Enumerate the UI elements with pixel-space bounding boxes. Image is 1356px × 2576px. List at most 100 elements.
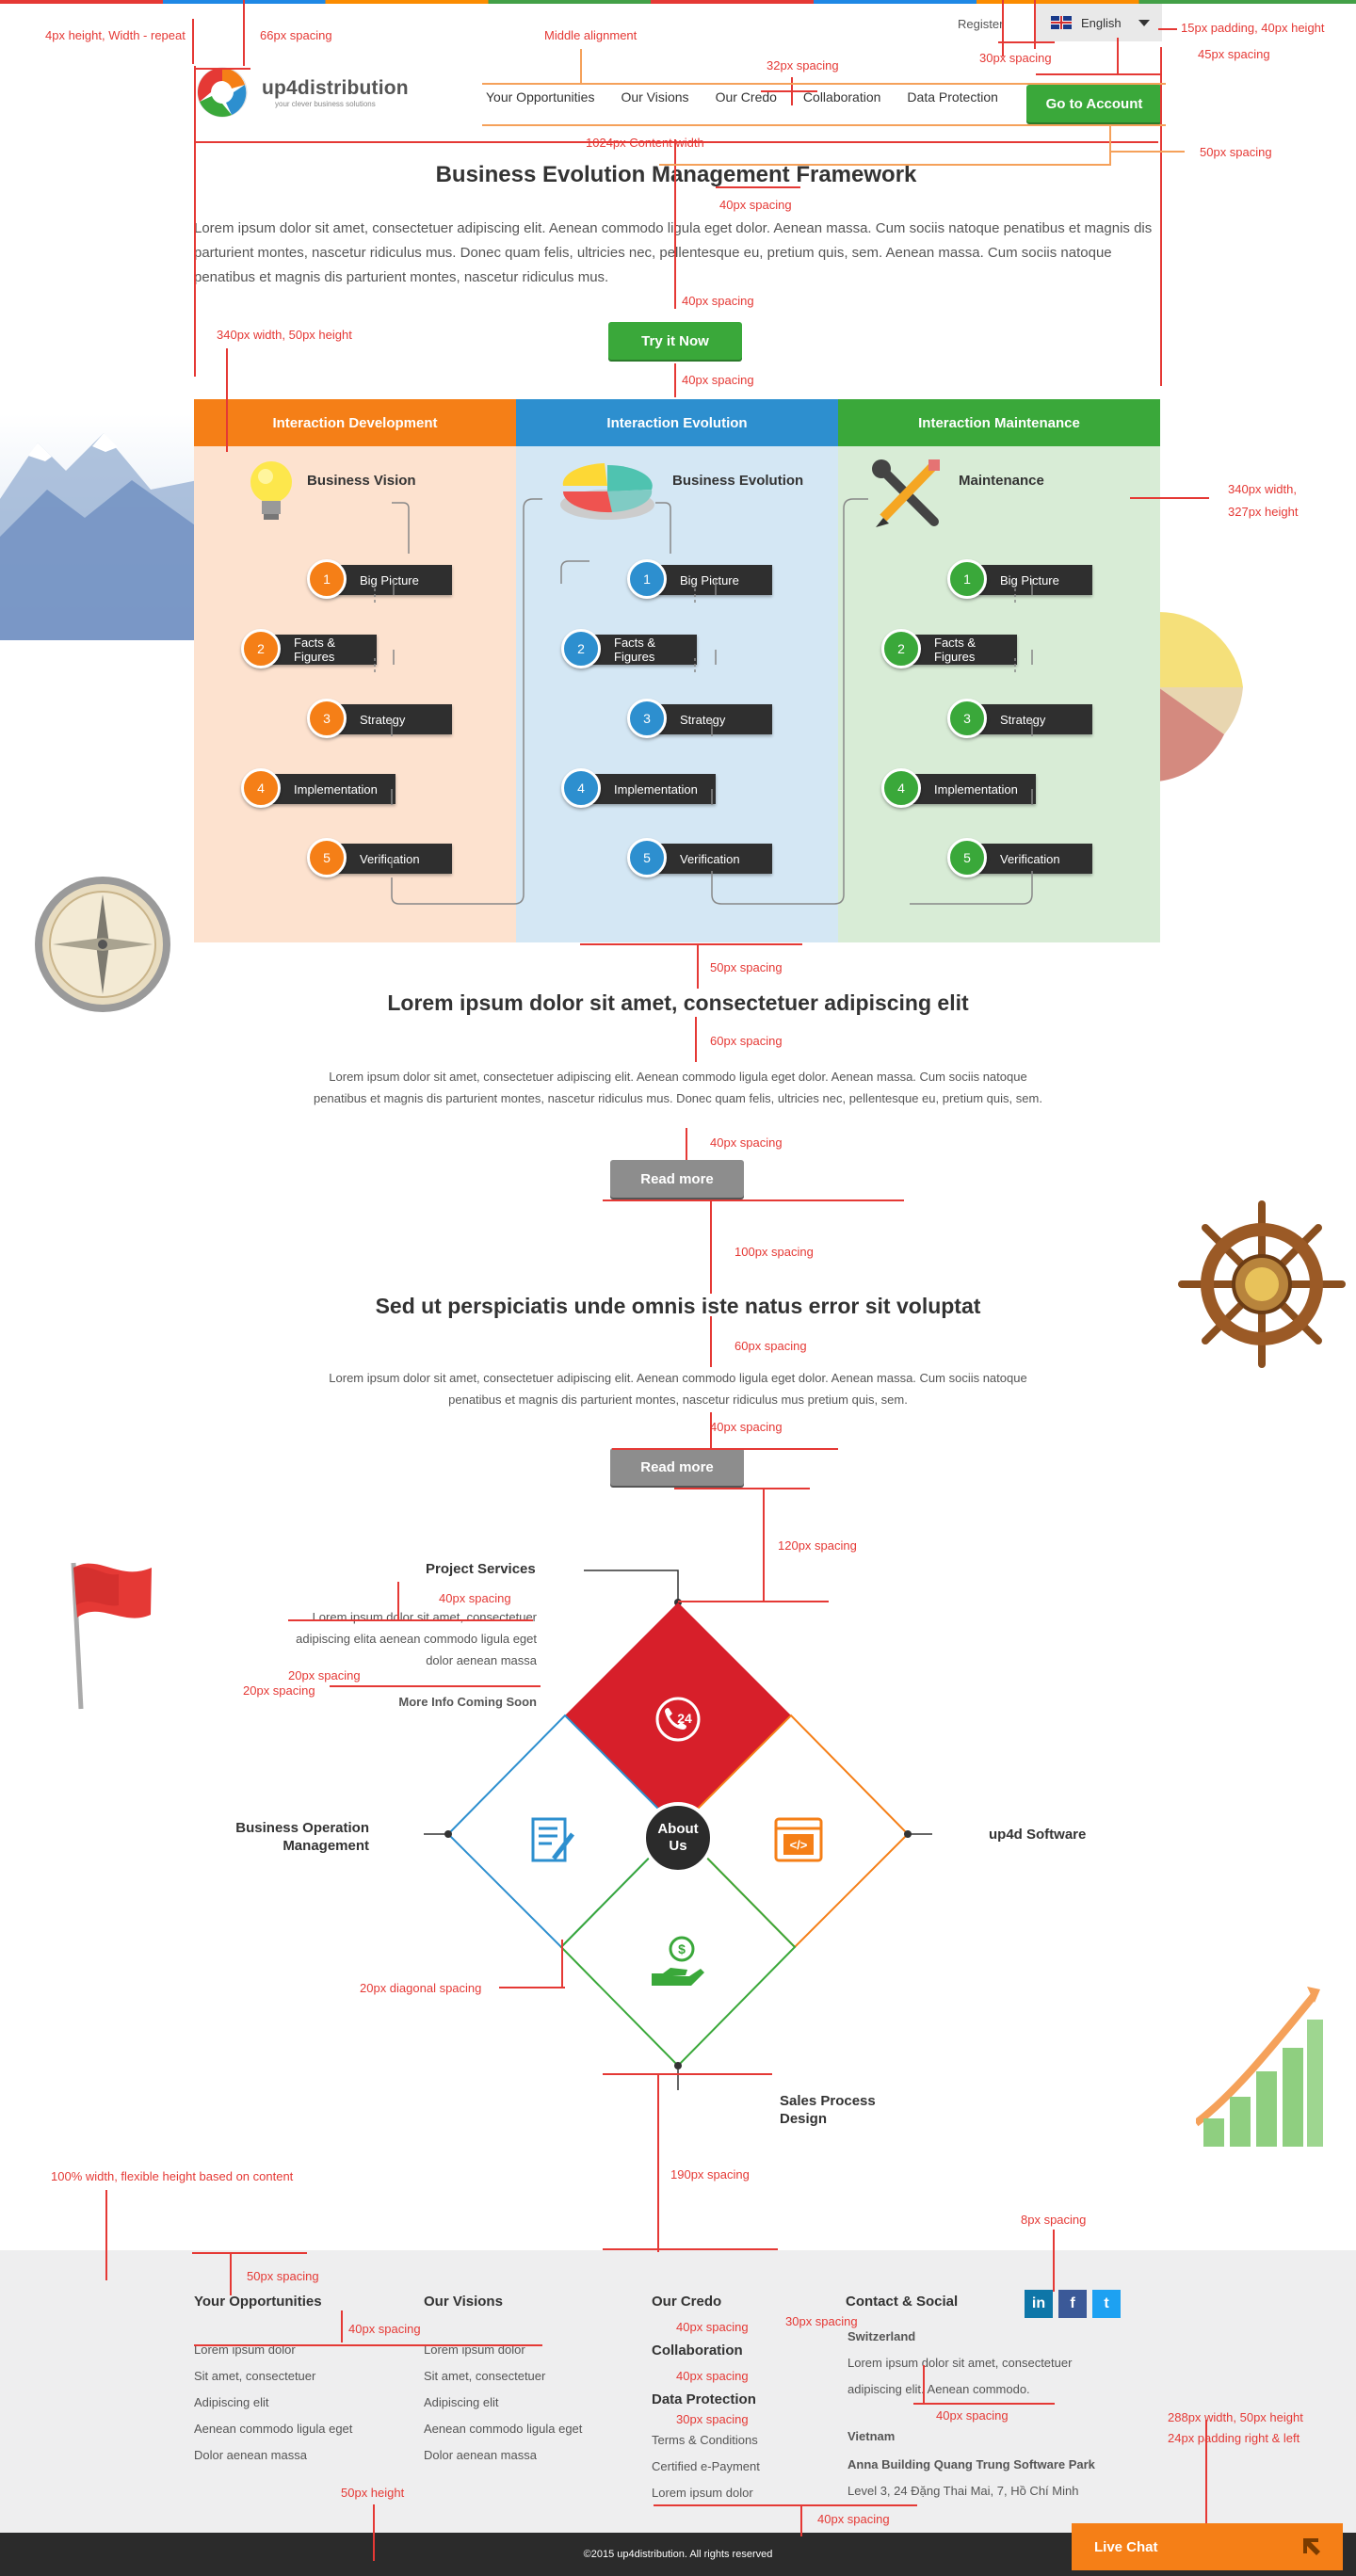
read-more-button-2[interactable]: Read more	[610, 1448, 744, 1486]
section1-text: Lorem ipsum dolor sit amet, consectetuer…	[314, 1070, 1042, 1105]
project-services-label[interactable]: Project Services	[426, 1561, 536, 1577]
anno-line	[226, 348, 228, 452]
step-item[interactable]: 4 Implementation	[881, 768, 1036, 808]
step-item[interactable]: 2 Facts & Figures	[561, 629, 697, 668]
footer-link[interactable]: Aenean commodo ligula eget	[424, 2422, 583, 2436]
money-hand-icon: $	[652, 1936, 704, 1986]
column-header[interactable]: Interaction Maintenance	[838, 399, 1160, 446]
language-selector[interactable]: English	[1036, 4, 1162, 41]
step-item[interactable]: 1 Big Picture	[627, 559, 772, 599]
anno-line	[686, 1128, 687, 1160]
footer-collaboration-title[interactable]: Collaboration	[652, 2343, 743, 2359]
anno-line	[674, 1488, 810, 1489]
anno-line	[288, 1619, 533, 1621]
about-us-button[interactable]: About Us	[642, 1802, 714, 1874]
anno-line	[105, 2190, 107, 2280]
try-it-now-button[interactable]: Try it Now	[608, 322, 742, 360]
annotation: 40px spacing	[676, 2369, 749, 2383]
business-operation-label[interactable]: Business Operation Management	[226, 1819, 369, 1855]
switzerland-text-2: adipiscing elit. Aenean commodo.	[848, 2382, 1030, 2396]
footer-link[interactable]: Dolor aenean massa	[194, 2448, 307, 2462]
footer-visions-title[interactable]: Our Visions	[424, 2294, 503, 2310]
column-title: Business Evolution	[672, 473, 804, 489]
annotation: 15px padding, 40px height	[1181, 21, 1325, 35]
read-more-button-1[interactable]: Read more	[610, 1160, 744, 1198]
nav-item-credo[interactable]: Our Credo	[715, 89, 777, 105]
step-item[interactable]: 5 Verification	[307, 838, 452, 877]
footer-data-protection-title[interactable]: Data Protection	[652, 2391, 756, 2407]
footer-link[interactable]: Adipiscing elit	[194, 2395, 269, 2409]
step-item[interactable]: 5 Verification	[947, 838, 1092, 877]
logo[interactable]: up4distribution your clever business sol…	[194, 64, 409, 121]
step-number: 5	[307, 838, 347, 877]
annotation: 40px spacing	[817, 2512, 890, 2526]
sales-process-line-2: Design	[780, 2111, 828, 2127]
step-item[interactable]: 5 Verification	[627, 838, 772, 877]
anno-line	[482, 124, 1166, 126]
step-label: Facts & Figures	[294, 636, 336, 664]
annotation: 100% width, flexible height based on con…	[51, 2169, 294, 2183]
nav-item-data-protection[interactable]: Data Protection	[907, 89, 998, 105]
nav-item-opportunities[interactable]: Your Opportunities	[486, 89, 595, 105]
column-title: Business Vision	[307, 473, 416, 489]
step-label: Big Picture	[1000, 572, 1059, 588]
step-number: 5	[947, 838, 987, 877]
step-item[interactable]: 2 Facts & Figures	[241, 629, 377, 668]
footer-terms-link[interactable]: Terms & Conditions	[652, 2433, 758, 2447]
facebook-icon[interactable]: f	[1058, 2290, 1087, 2318]
step-number: 3	[947, 699, 987, 738]
footer-link[interactable]: Sit amet, consectetuer	[424, 2369, 546, 2383]
go-to-account-button[interactable]: Go to Account	[1026, 85, 1162, 122]
footer-lorem-link[interactable]: Lorem ipsum dolor	[652, 2486, 753, 2500]
step-item[interactable]: 1 Big Picture	[307, 559, 452, 599]
about-label-2: Us	[669, 1838, 687, 1854]
anno-line	[561, 1940, 563, 1988]
anno-line	[716, 186, 800, 188]
live-chat-button[interactable]: Live Chat	[1072, 2523, 1343, 2570]
linkedin-icon[interactable]: in	[1025, 2290, 1053, 2318]
project-services-desc: Lorem ipsum dolor sit amet, consectetuer…	[296, 1610, 537, 1667]
step-item[interactable]: 4 Implementation	[561, 768, 716, 808]
column-header[interactable]: Interaction Development	[194, 399, 516, 446]
anno-line	[603, 1199, 904, 1201]
step-item[interactable]: 3 Strategy	[947, 699, 1092, 738]
anno-line	[1117, 38, 1119, 75]
section2-title: Sed ut perspiciatis unde omnis iste natu…	[375, 1294, 981, 1318]
footer-link[interactable]: Dolor aenean massa	[424, 2448, 537, 2462]
step-item[interactable]: 3 Strategy	[627, 699, 772, 738]
annotation: 66px spacing	[260, 28, 332, 42]
twitter-icon[interactable]: t	[1092, 2290, 1121, 2318]
footer-link[interactable]: Aenean commodo ligula eget	[194, 2422, 353, 2436]
main-nav: Your Opportunities Our Visions Our Credo…	[486, 89, 998, 105]
step-label: Big Picture	[360, 572, 419, 588]
column-header[interactable]: Interaction Evolution	[516, 399, 838, 446]
annotation: 20px spacing	[288, 1668, 361, 1682]
footer-link[interactable]: Sit amet, consectetuer	[194, 2369, 316, 2383]
annotation: 50px height	[341, 2486, 405, 2500]
nav-item-visions[interactable]: Our Visions	[621, 89, 689, 105]
sales-process-label[interactable]: Sales Process Design	[780, 2092, 876, 2128]
footer-payment-link[interactable]: Certified e-Payment	[652, 2459, 760, 2473]
annotation: 50px spacing	[247, 2269, 319, 2283]
up4d-software-label[interactable]: up4d Software	[989, 1827, 1087, 1843]
pie-chart-decoration	[1158, 611, 1243, 781]
anno-line	[800, 2504, 802, 2536]
step-item[interactable]: 2 Facts & Figures	[881, 629, 1017, 668]
step-label: Facts & Figures	[934, 636, 977, 664]
anno-line	[194, 68, 250, 70]
step-item[interactable]: 3 Strategy	[307, 699, 452, 738]
step-item[interactable]: 4 Implementation	[241, 768, 396, 808]
anno-line	[194, 2344, 542, 2346]
step-label: Verification	[1000, 851, 1060, 866]
anno-line	[710, 1199, 712, 1294]
footer-credo-title[interactable]: Our Credo	[652, 2294, 722, 2310]
nav-item-collaboration[interactable]: Collaboration	[802, 89, 881, 105]
footer-opportunities-title[interactable]: Your Opportunities	[194, 2294, 322, 2310]
anno-line	[603, 2073, 772, 2075]
footer-link[interactable]: Adipiscing elit	[424, 2395, 499, 2409]
step-item[interactable]: 1 Big Picture	[947, 559, 1092, 599]
hours-label: 24	[677, 1711, 692, 1726]
step-number: 2	[241, 629, 281, 668]
register-link[interactable]: Register	[958, 17, 1004, 31]
step-label: Verification	[680, 851, 740, 866]
